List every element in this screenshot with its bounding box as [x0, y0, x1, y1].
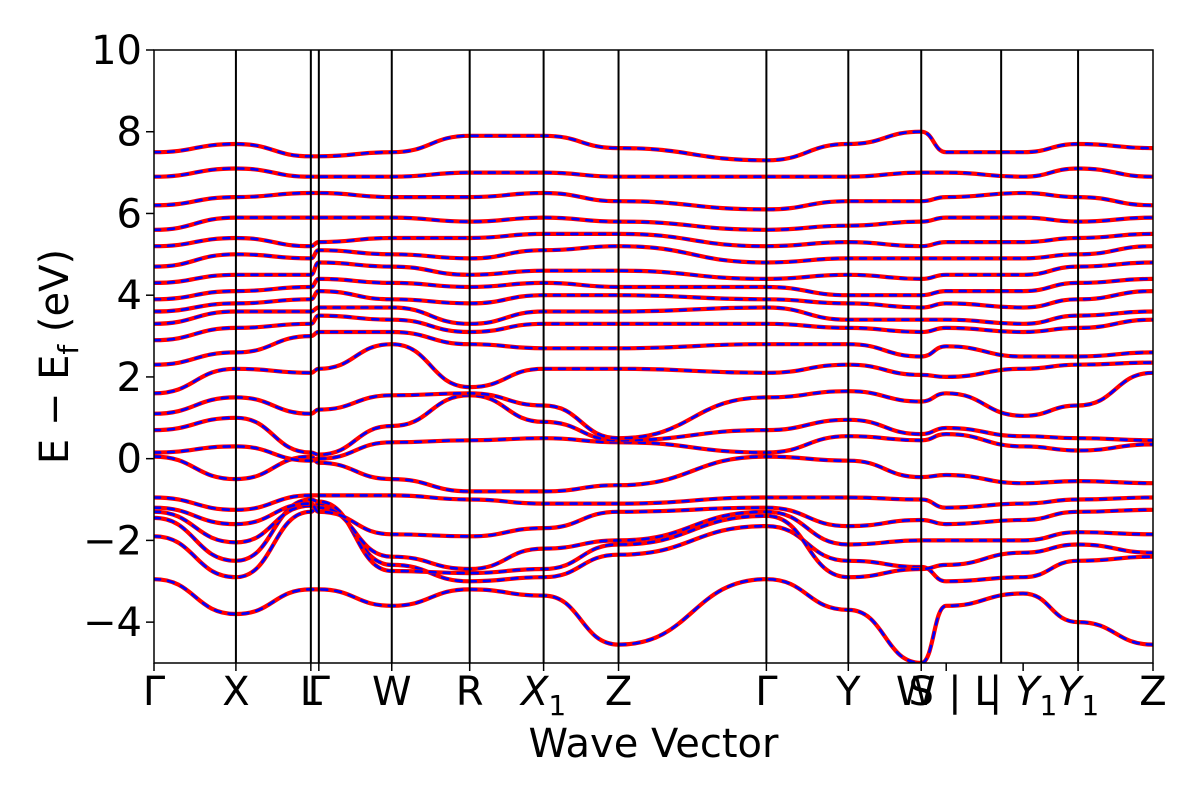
- y-tick-label: 2: [117, 355, 142, 401]
- x-kpoint-label: Γ: [755, 669, 778, 715]
- band-11-line-red: [154, 342, 1153, 396]
- band-16-line-blue: [154, 277, 1153, 301]
- band-15-line-blue: [154, 289, 1153, 313]
- x-kpoint-label: W | L: [896, 669, 997, 715]
- band-19-line-red: [154, 231, 1153, 249]
- band-10-line-red: [154, 370, 1153, 441]
- band-12-line-blue: [154, 330, 1153, 366]
- band-8-line-blue: [154, 432, 1153, 463]
- x-kpoint-label: W: [372, 669, 412, 715]
- x-kpoint-label: X1: [519, 669, 566, 722]
- band-21-line-red: [154, 190, 1153, 212]
- y-tick-label: 10: [91, 28, 142, 74]
- band-9-line-blue: [154, 393, 1153, 456]
- x-kpoint-label: X: [222, 669, 249, 715]
- x-axis-kpoint-labels: Γ X LΓ W R X1 Z Γ Y SW | L| Y1 Y1 Z: [143, 663, 1167, 722]
- band-20-line-red: [154, 215, 1153, 232]
- x-kpoint-label: Z: [605, 669, 632, 715]
- x-kpoint-label: Γ: [143, 669, 166, 715]
- x-axis-label: Wave Vector: [529, 721, 780, 767]
- band-5-line-blue: [154, 502, 1153, 538]
- x-kpoint-label: Z: [1139, 669, 1166, 715]
- x-kpoint-label: R: [456, 669, 484, 715]
- y-tick-label: 6: [117, 191, 142, 237]
- y-tick-label: 0: [117, 437, 142, 483]
- y-axis-ticks: −4 −2 0 2 4 6 8 10: [83, 28, 154, 646]
- y-axis-label-main: E − E: [32, 355, 78, 465]
- band-23-line-blue: [154, 130, 1153, 162]
- band-23-line-red: [154, 129, 1153, 163]
- y-tick-label: −4: [83, 600, 142, 646]
- y-tick-label: 8: [117, 110, 142, 156]
- band-14-line-blue: [154, 306, 1153, 326]
- y-axis-label-sub: f: [52, 344, 85, 355]
- x-kpoint-label: S: [909, 669, 934, 715]
- kpoint-lines: [234, 50, 1080, 663]
- band-1-line-red: [154, 577, 1153, 663]
- band-18-line-blue: [154, 244, 1153, 268]
- x-kpoint-label: Y: [835, 669, 861, 715]
- band-17-line-blue: [154, 261, 1153, 285]
- band-1-line-blue: [154, 577, 1153, 663]
- band-18-line-red: [154, 244, 1153, 269]
- plot-frame: [153, 49, 1154, 664]
- y-tick-label: −2: [83, 518, 142, 564]
- y-tick-label: 4: [117, 273, 142, 319]
- x-kpoint-label: | Y1: [989, 669, 1057, 722]
- y-axis-label: E − Ef (eV): [32, 249, 85, 464]
- band-13-line-blue: [154, 314, 1153, 342]
- band-4-line-red: [154, 503, 1153, 572]
- band-22-line-red: [154, 166, 1153, 179]
- band-15-line-red: [154, 288, 1153, 314]
- band-10-line-blue: [154, 371, 1153, 440]
- x-kpoint-label: L: [300, 669, 323, 715]
- y-axis-label-unit: (eV): [32, 249, 78, 345]
- x-kpoint-label: Y1: [1057, 669, 1099, 722]
- x-kpoint-label: Γ: [308, 669, 331, 715]
- band-21-line-blue: [154, 191, 1153, 211]
- bands-layer: [154, 129, 1153, 663]
